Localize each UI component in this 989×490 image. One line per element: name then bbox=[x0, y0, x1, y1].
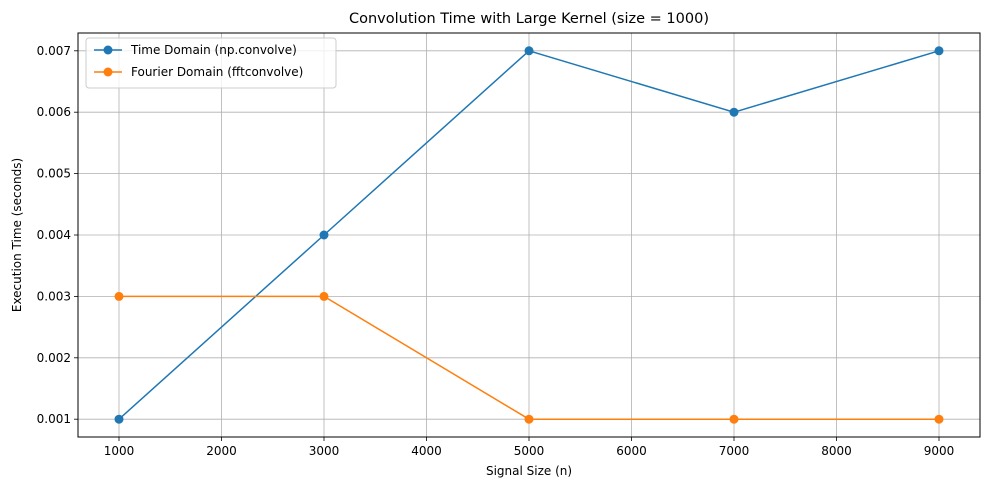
legend-label-1: Fourier Domain (fftconvolve) bbox=[131, 65, 303, 79]
x-tick-label: 2000 bbox=[206, 444, 237, 458]
series-1-point bbox=[729, 414, 739, 424]
y-axis-ticks: 0.001 0.002 0.003 0.004 0.005 0.006 0.007 bbox=[37, 44, 78, 426]
series-1 bbox=[114, 291, 944, 424]
x-tick-label: 1000 bbox=[104, 444, 135, 458]
y-tick-label: 0.003 bbox=[37, 289, 71, 303]
legend-marker-0 bbox=[103, 45, 113, 55]
series-1-point bbox=[934, 414, 944, 424]
series-1-point bbox=[114, 291, 124, 301]
x-axis-label: Signal Size (n) bbox=[486, 464, 572, 478]
legend-label-0: Time Domain (np.convolve) bbox=[130, 43, 297, 57]
x-tick-label: 9000 bbox=[924, 444, 955, 458]
series-0-point bbox=[729, 107, 739, 117]
series-1-point bbox=[524, 414, 534, 424]
y-tick-label: 0.001 bbox=[37, 412, 71, 426]
x-tick-label: 7000 bbox=[719, 444, 750, 458]
grid-lines bbox=[78, 33, 980, 437]
series-0-point bbox=[319, 230, 329, 240]
chart-title: Convolution Time with Large Kernel (size… bbox=[349, 11, 709, 27]
x-tick-label: 3000 bbox=[309, 444, 340, 458]
series-1-point bbox=[319, 291, 329, 301]
x-tick-label: 8000 bbox=[821, 444, 852, 458]
x-tick-label: 4000 bbox=[411, 444, 442, 458]
x-tick-label: 6000 bbox=[616, 444, 647, 458]
legend-box bbox=[85, 37, 337, 89]
y-tick-label: 0.004 bbox=[37, 228, 71, 242]
legend: Time Domain (np.convolve) Fourier Domain… bbox=[85, 37, 337, 89]
series-0-point bbox=[114, 414, 124, 424]
x-tick-label: 5000 bbox=[514, 444, 545, 458]
y-axis-label: Execution Time (seconds) bbox=[10, 158, 24, 312]
series-0-point bbox=[934, 46, 944, 56]
x-axis-ticks: 1000 2000 3000 4000 5000 6000 7000 8000 9000 bbox=[104, 437, 955, 458]
y-tick-label: 0.006 bbox=[37, 105, 71, 119]
series-0-point bbox=[524, 46, 534, 56]
legend-marker-1 bbox=[103, 67, 113, 77]
y-tick-label: 0.005 bbox=[37, 167, 71, 181]
y-tick-label: 0.007 bbox=[37, 44, 71, 58]
y-tick-label: 0.002 bbox=[37, 351, 71, 365]
series-group bbox=[114, 46, 944, 424]
